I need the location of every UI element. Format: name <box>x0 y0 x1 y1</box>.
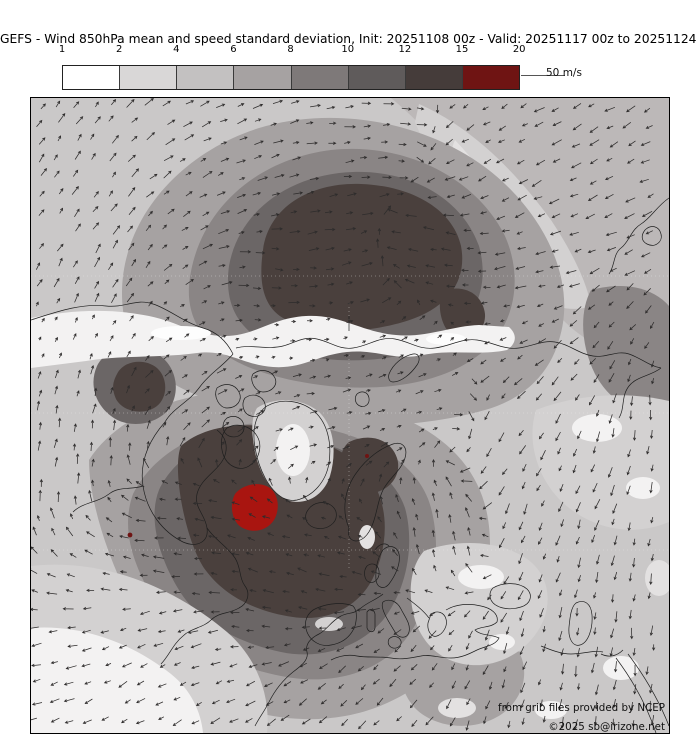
legend-segment <box>348 66 406 89</box>
legend-segment <box>63 66 121 89</box>
coastline <box>388 353 420 383</box>
legend-segment <box>291 66 349 89</box>
coastline <box>641 226 662 246</box>
legend-segment <box>234 66 292 89</box>
legend-tick: 20 <box>512 44 526 55</box>
legend-segment <box>120 66 178 89</box>
shaded-patch <box>365 454 369 458</box>
coastlines <box>30 197 670 734</box>
shaded-region <box>261 183 463 331</box>
coastline <box>364 563 380 583</box>
shaded-region <box>113 361 166 412</box>
reference-arrow-line <box>521 75 565 76</box>
shaded-patch <box>489 634 515 650</box>
coastline <box>160 527 249 665</box>
page-title: GEFS - Wind 850hPa mean and speed standa… <box>0 32 700 46</box>
coastline <box>242 394 266 417</box>
coastline <box>618 367 662 419</box>
coastline <box>540 645 604 655</box>
legend-tick: 2 <box>115 44 123 55</box>
wind-vector-arrows <box>26 98 656 731</box>
shaded-patch <box>359 525 375 549</box>
shaded-patch <box>127 532 133 538</box>
shaded-patch <box>151 326 211 340</box>
legend-tick: 8 <box>287 44 294 55</box>
coastline <box>600 649 624 657</box>
weather-map: from grib files provided by NCEP ©2025 s… <box>26 97 673 734</box>
shaded-patch <box>438 698 476 718</box>
credit-copyright: ©2025 sb@irizone.net <box>548 721 665 733</box>
coastline <box>354 391 370 407</box>
legend-segment <box>405 66 463 89</box>
graticule-lines <box>31 275 669 568</box>
legend-colorbar <box>62 65 520 90</box>
shaded-region <box>231 484 278 531</box>
coastline <box>406 597 430 619</box>
coastline <box>381 599 410 638</box>
stddev-shaded-regions <box>31 98 673 733</box>
shaded-patch <box>315 617 343 631</box>
shaded-region <box>31 627 203 733</box>
credit-source: from grib files provided by NCEP <box>498 702 665 714</box>
coastline <box>608 197 670 275</box>
shaded-patch <box>572 414 622 442</box>
coastline <box>222 416 245 438</box>
shaded-region <box>31 310 515 368</box>
coastline <box>215 384 241 409</box>
shaded-region <box>583 285 669 413</box>
coastline <box>387 636 402 649</box>
coastline <box>72 485 144 513</box>
shaded-region <box>410 543 548 666</box>
legend-tick: 12 <box>398 44 412 55</box>
coastline <box>251 370 277 393</box>
shaded-patch <box>426 333 466 345</box>
coastline <box>344 442 407 542</box>
legend-tick: 15 <box>455 44 469 55</box>
legend-tick: 10 <box>341 44 355 55</box>
legend-segment <box>462 66 519 89</box>
coastline <box>568 601 593 646</box>
coastline <box>375 546 400 588</box>
map-svg: from grib files provided by NCEP ©2025 s… <box>26 98 673 734</box>
coastline <box>627 653 670 727</box>
coastline <box>141 353 234 545</box>
coastline <box>305 603 357 646</box>
legend-tick: 4 <box>173 44 180 55</box>
reference-arrow-label: 50 m/s <box>546 67 582 79</box>
shaded-patch <box>626 477 660 499</box>
legend-segment <box>177 66 235 89</box>
legend-tick: 6 <box>230 44 237 55</box>
coastline <box>330 604 500 661</box>
coastline <box>366 609 376 633</box>
coastline <box>374 543 390 551</box>
shaded-patch <box>276 424 310 476</box>
shaded-patch <box>603 656 639 680</box>
coastline <box>489 583 531 610</box>
legend-tick: 1 <box>58 44 66 55</box>
coastline <box>427 611 447 637</box>
shaded-region <box>341 437 399 494</box>
shaded-patch <box>645 560 673 596</box>
shaded-patch <box>535 701 567 719</box>
quiver-arrows-path <box>26 98 656 731</box>
coastline <box>235 337 662 369</box>
coastline <box>30 301 234 355</box>
shaded-patch <box>458 565 504 589</box>
coastline <box>254 593 384 727</box>
shaded-region <box>177 425 385 618</box>
